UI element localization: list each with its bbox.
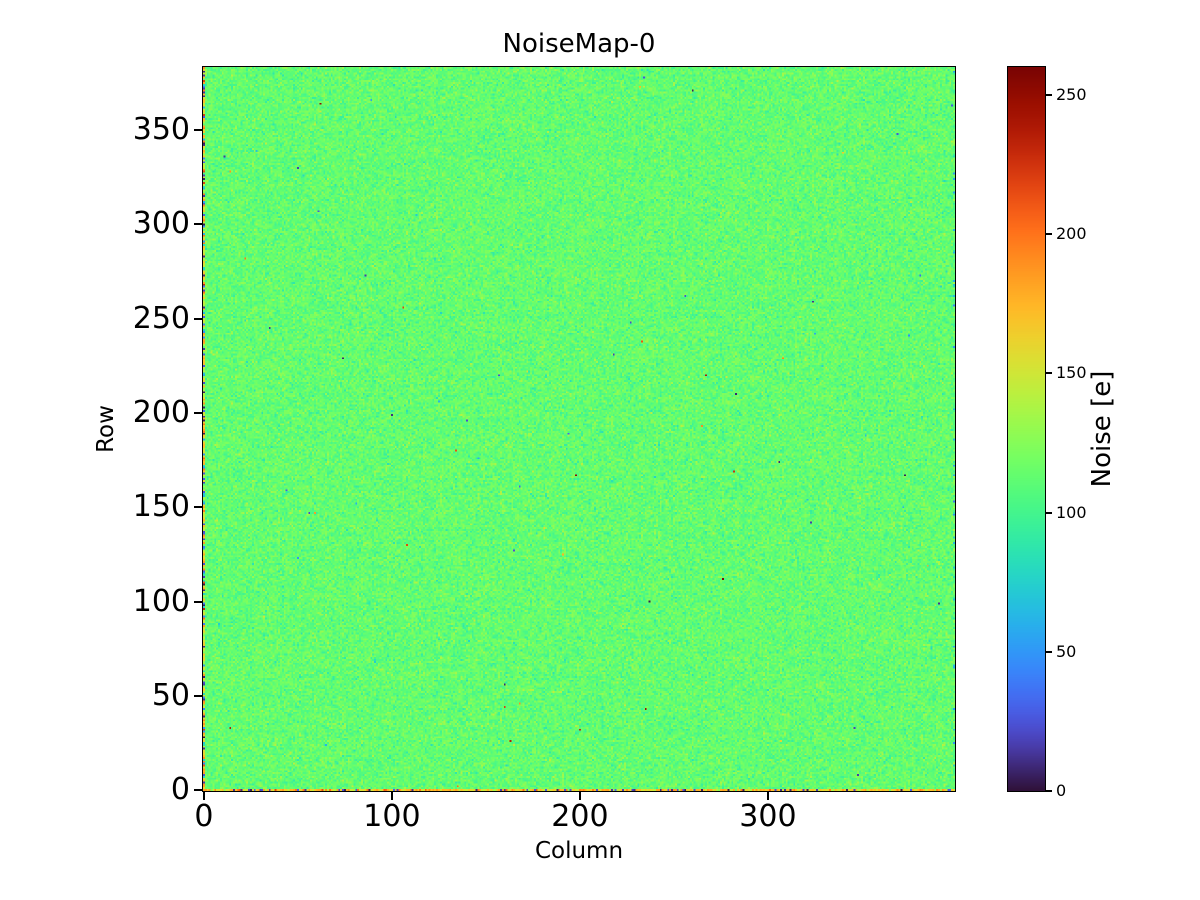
colorbar-tick-mark xyxy=(1046,790,1052,792)
colorbar-tick-label: 0 xyxy=(1056,781,1067,800)
y-tick-mark xyxy=(194,129,202,132)
colorbar-tick-label: 250 xyxy=(1056,84,1087,104)
colorbar-tick-label: 200 xyxy=(1056,224,1087,244)
y-tick-mark xyxy=(194,789,202,792)
y-tick-label: 150 xyxy=(132,489,190,525)
y-tick-label: 350 xyxy=(132,112,190,148)
x-tick-label: 300 xyxy=(739,799,797,834)
x-tick-mark xyxy=(766,792,769,800)
colorbar-tick-mark xyxy=(1046,93,1052,96)
y-tick-label: 250 xyxy=(132,300,190,336)
y-tick-mark xyxy=(194,506,202,509)
x-tick-label: 200 xyxy=(551,799,609,834)
colorbar-label: Noise [e] xyxy=(1087,370,1117,488)
colorbar-canvas xyxy=(1008,67,1045,791)
x-tick-mark xyxy=(390,792,393,800)
colorbar-tick-label: 50 xyxy=(1056,641,1077,661)
colorbar-tick-mark xyxy=(1046,233,1052,236)
x-tick-label: 0 xyxy=(194,799,214,834)
y-tick-label: 200 xyxy=(132,394,190,430)
y-tick-label: 300 xyxy=(132,206,190,242)
x-axis-label: Column xyxy=(534,838,624,864)
colorbar-tick-label: 150 xyxy=(1056,363,1087,383)
x-tick-mark xyxy=(578,792,581,800)
y-tick-mark xyxy=(194,317,202,320)
y-tick-label: 0 xyxy=(170,772,190,808)
y-tick-mark xyxy=(194,600,202,603)
plot-title: NoiseMap-0 xyxy=(502,29,656,59)
colorbar-tick-mark xyxy=(1046,372,1052,375)
y-tick-mark xyxy=(194,223,202,226)
y-tick-label: 50 xyxy=(151,677,190,713)
x-tick-mark xyxy=(202,792,205,800)
y-tick-label: 100 xyxy=(132,583,190,619)
y-tick-mark xyxy=(194,694,202,697)
colorbar-tick-mark xyxy=(1046,511,1052,514)
heatmap-canvas xyxy=(203,67,955,791)
y-tick-mark xyxy=(194,411,202,414)
x-tick-label: 100 xyxy=(363,799,421,834)
colorbar-tick-label: 100 xyxy=(1056,502,1087,522)
colorbar-tick-mark xyxy=(1046,650,1052,653)
